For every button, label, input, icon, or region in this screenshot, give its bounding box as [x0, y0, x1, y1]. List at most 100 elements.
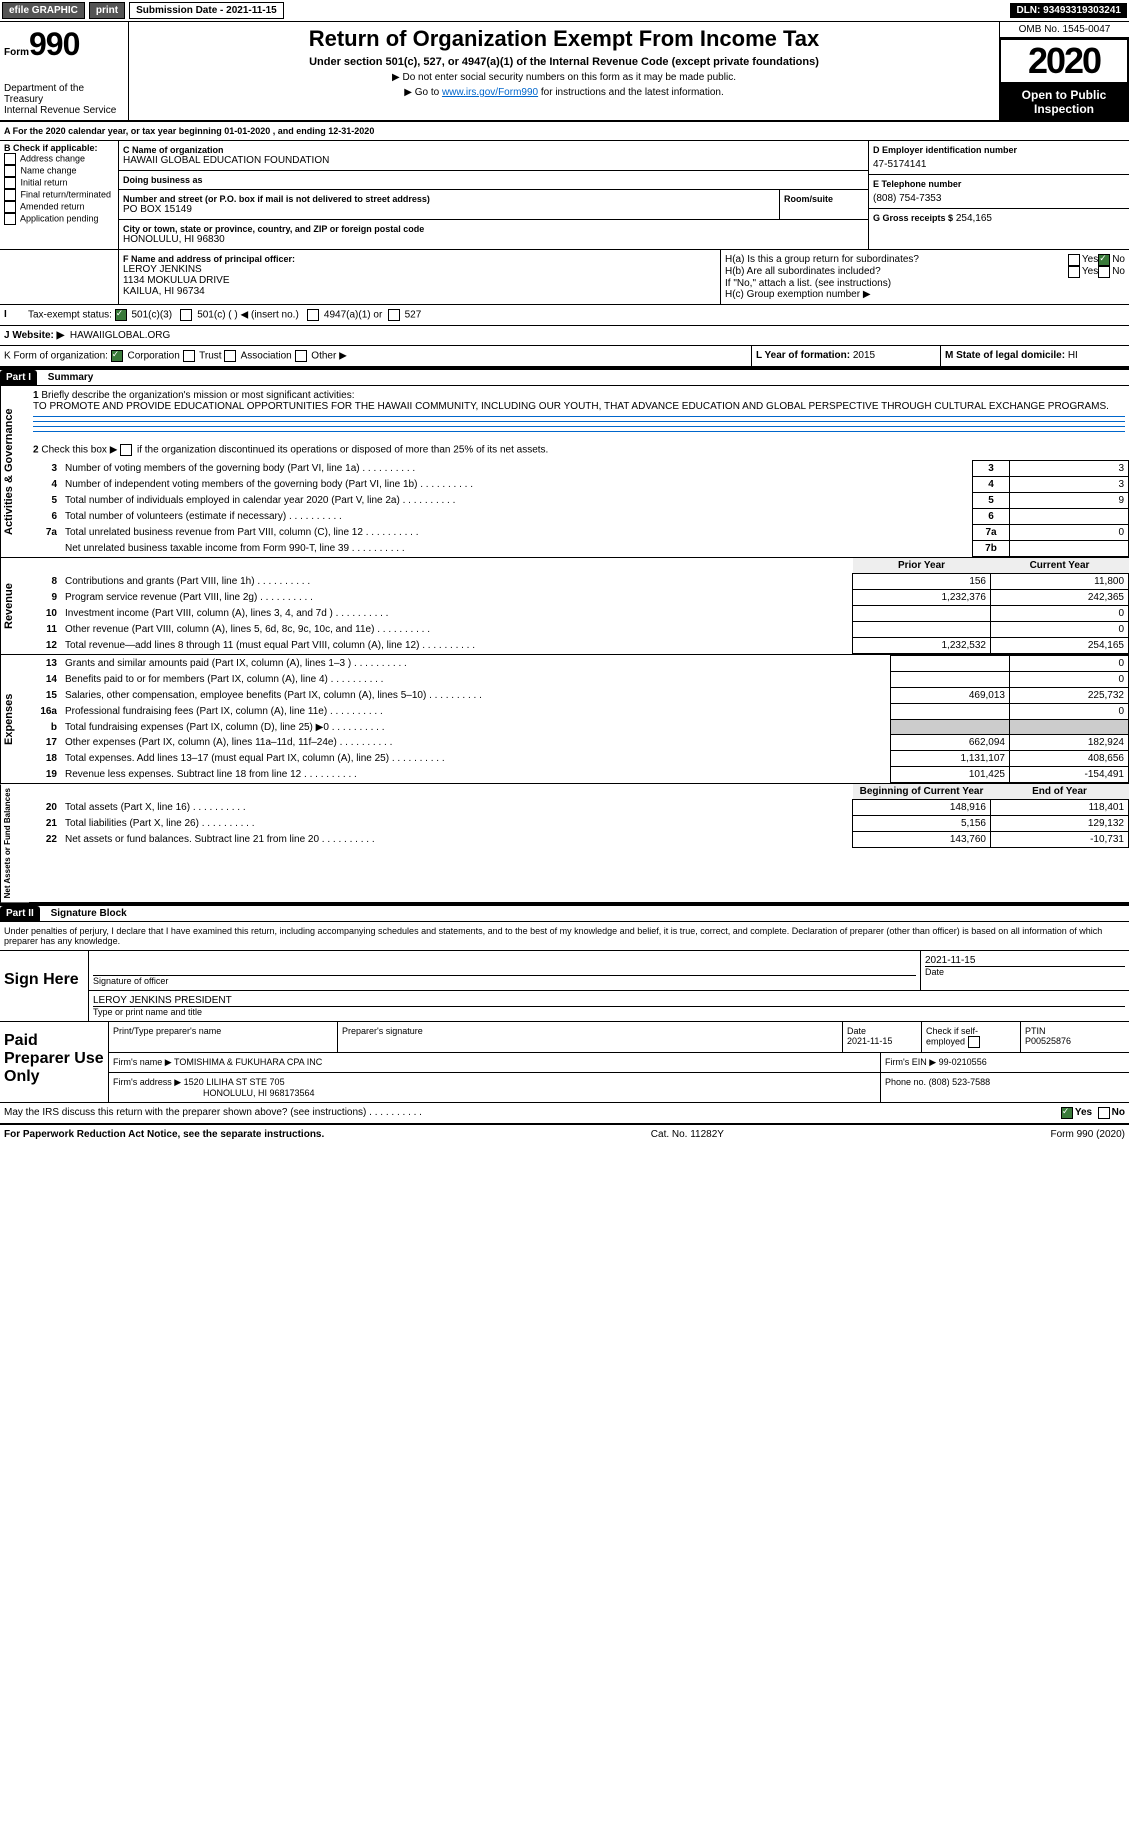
box-b-item: Initial return	[4, 177, 114, 189]
expenses-table: 13Grants and similar amounts paid (Part …	[29, 655, 1129, 783]
other-checkbox[interactable]	[295, 350, 307, 362]
warning-line: ▶ Do not enter social security numbers o…	[133, 72, 995, 83]
right-ident: D Employer identification number47-51741…	[868, 141, 1129, 249]
hb-yes-checkbox[interactable]	[1068, 266, 1080, 278]
omb-number: OMB No. 1545-0047	[999, 22, 1129, 38]
form-header: Form990 Department of the Treasury Inter…	[0, 22, 1129, 122]
part2-header: Part II Signature Block	[0, 904, 1129, 922]
may-no-checkbox[interactable]	[1098, 1107, 1110, 1119]
state-domicile: HI	[1068, 350, 1078, 361]
hb-no-checkbox[interactable]	[1098, 266, 1110, 278]
501c3-checkbox[interactable]	[115, 309, 127, 321]
balances-table: Beginning of Current YearEnd of Year 20T…	[29, 784, 1129, 848]
table-row: 14Benefits paid to or for members (Part …	[29, 672, 1129, 688]
officer-group-block: F Name and address of principal officer:…	[0, 250, 1129, 305]
sign-here-block: Sign Here Signature of officer 2021-11-1…	[0, 951, 1129, 1022]
form-990-logo: Form990	[4, 26, 124, 63]
trust-checkbox[interactable]	[183, 350, 195, 362]
ha-no-checkbox[interactable]	[1098, 254, 1110, 266]
line-a-tax-year: A For the 2020 calendar year, or tax yea…	[0, 122, 1129, 141]
ptin-value: P00525876	[1025, 1036, 1071, 1046]
efile-button[interactable]: efile GRAPHIC	[2, 2, 85, 19]
side-expenses: Expenses	[0, 655, 29, 783]
tax-status-row: Tax-exempt status: 501(c)(3) 501(c) ( ) …	[24, 305, 1129, 325]
revenue-table: Prior YearCurrent Year 8Contributions an…	[29, 558, 1129, 654]
may-yes-checkbox[interactable]	[1061, 1107, 1073, 1119]
governance-lines: 3Number of voting members of the governi…	[29, 460, 1129, 557]
firm-name: TOMISHIMA & FUKUHARA CPA INC	[174, 1057, 322, 1067]
website-value: HAWAIIGLOBAL.ORG	[70, 330, 170, 341]
form-title: Return of Organization Exempt From Incom…	[133, 26, 995, 52]
table-row: 17Other expenses (Part IX, column (A), l…	[29, 735, 1129, 751]
box-b-item: Address change	[4, 153, 114, 165]
box-b: B Check if applicable: Address change Na…	[0, 141, 119, 249]
org-name: HAWAII GLOBAL EDUCATION FOUNDATION	[123, 155, 864, 166]
table-row: 16aProfessional fundraising fees (Part I…	[29, 704, 1129, 720]
tax-year: 2020	[999, 38, 1129, 84]
table-row: 10Investment income (Part VIII, column (…	[29, 606, 1129, 622]
top-toolbar: efile GRAPHIC print Submission Date - 20…	[0, 0, 1129, 22]
side-balances: Net Assets or Fund Balances	[0, 784, 29, 902]
table-row: 18Total expenses. Add lines 13–17 (must …	[29, 751, 1129, 767]
side-governance: Activities & Governance	[0, 386, 29, 557]
firm-ein: 99-0210556	[939, 1057, 987, 1067]
ein-value: 47-5174141	[873, 159, 1125, 170]
may-discuss-row: May the IRS discuss this return with the…	[0, 1103, 1129, 1124]
mission-text: TO PROMOTE AND PROVIDE EDUCATIONAL OPPOR…	[33, 401, 1109, 412]
527-checkbox[interactable]	[388, 309, 400, 321]
table-row: 22Net assets or fund balances. Subtract …	[29, 832, 1129, 848]
open-public-badge: Open to Public Inspection	[999, 84, 1129, 120]
submission-date: Submission Date - 2021-11-15	[129, 2, 284, 19]
table-row: 4Number of independent voting members of…	[29, 477, 1129, 493]
prep-date: 2021-11-15	[847, 1036, 892, 1046]
box-c: C Name of organizationHAWAII GLOBAL EDUC…	[119, 141, 868, 249]
side-revenue: Revenue	[0, 558, 29, 654]
box-b-item: Amended return	[4, 201, 114, 213]
box-h: H(a) Is this a group return for subordin…	[721, 250, 1129, 304]
assoc-checkbox[interactable]	[224, 350, 236, 362]
department-label: Department of the Treasury Internal Reve…	[4, 83, 124, 116]
table-row: Net unrelated business taxable income fr…	[29, 541, 1129, 557]
gross-receipts: 254,165	[956, 213, 992, 224]
table-row: 5Total number of individuals employed in…	[29, 493, 1129, 509]
part1-header: Part I Summary	[0, 368, 1129, 386]
corp-checkbox[interactable]	[111, 350, 123, 362]
4947-checkbox[interactable]	[307, 309, 319, 321]
table-row: 21Total liabilities (Part X, line 26)5,1…	[29, 816, 1129, 832]
print-button[interactable]: print	[89, 2, 125, 19]
box-f: F Name and address of principal officer:…	[119, 250, 721, 304]
table-row: 19Revenue less expenses. Subtract line 1…	[29, 767, 1129, 783]
table-row: bTotal fundraising expenses (Part IX, co…	[29, 720, 1129, 735]
table-row: 7aTotal unrelated business revenue from …	[29, 525, 1129, 541]
goto-line: ▶ Go to www.irs.gov/Form990 for instruct…	[133, 87, 995, 98]
firm-phone: (808) 523-7588	[929, 1077, 991, 1087]
city-state-zip: HONOLULU, HI 96830	[123, 234, 864, 245]
paid-preparer-block: Paid Preparer Use Only Print/Type prepar…	[0, 1022, 1129, 1103]
box-b-item: Final return/terminated	[4, 189, 114, 201]
table-row: 8Contributions and grants (Part VIII, li…	[29, 574, 1129, 590]
ha-yes-checkbox[interactable]	[1068, 254, 1080, 266]
table-row: 13Grants and similar amounts paid (Part …	[29, 656, 1129, 672]
table-row: 12Total revenue—add lines 8 through 11 (…	[29, 638, 1129, 654]
page-footer: For Paperwork Reduction Act Notice, see …	[0, 1124, 1129, 1144]
k-form-org: K Form of organization: Corporation Trus…	[0, 346, 751, 366]
phone-value: (808) 754-7353	[873, 193, 1125, 204]
officer-name: LEROY JENKINS PRESIDENT	[93, 995, 1125, 1006]
form-subtitle: Under section 501(c), 527, or 4947(a)(1)…	[133, 56, 995, 68]
dln-label: DLN: 93493319303241	[1010, 3, 1127, 18]
identity-block: B Check if applicable: Address change Na…	[0, 141, 1129, 250]
table-row: 3Number of voting members of the governi…	[29, 461, 1129, 477]
street-address: PO BOX 15149	[123, 204, 775, 215]
box-b-item: Application pending	[4, 213, 114, 225]
instructions-link[interactable]: www.irs.gov/Form990	[442, 87, 538, 98]
year-formation: 2015	[853, 350, 875, 361]
table-row: 20Total assets (Part X, line 16)148,9161…	[29, 800, 1129, 816]
table-row: 11Other revenue (Part VIII, column (A), …	[29, 622, 1129, 638]
firm-address: 1520 LILIHA ST STE 705	[184, 1077, 285, 1087]
table-row: 15Salaries, other compensation, employee…	[29, 688, 1129, 704]
501c-checkbox[interactable]	[180, 309, 192, 321]
self-employed-checkbox[interactable]	[968, 1036, 980, 1048]
discontinued-checkbox[interactable]	[120, 444, 132, 456]
perjury-declaration: Under penalties of perjury, I declare th…	[0, 922, 1129, 951]
sign-date: 2021-11-15	[925, 955, 1125, 966]
